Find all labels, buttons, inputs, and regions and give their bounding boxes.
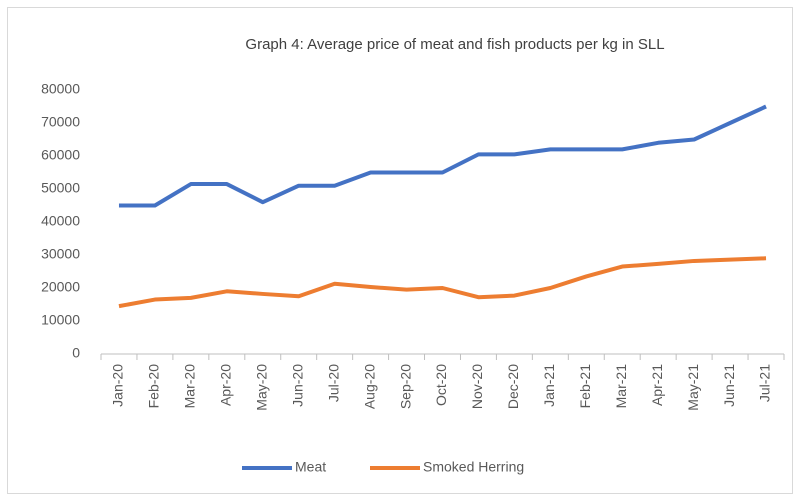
- legend-label: Smoked Herring: [423, 459, 524, 475]
- x-tick-label: May-21: [685, 364, 701, 411]
- x-tick-label: Mar-21: [613, 364, 629, 409]
- x-tick-label: Jan-20: [110, 364, 126, 407]
- y-tick-label: 80000: [41, 81, 80, 97]
- y-tick-label: 30000: [41, 246, 80, 262]
- chart-title: Graph 4: Average price of meat and fish …: [245, 36, 664, 53]
- x-tick-label: Apr-21: [649, 364, 665, 406]
- x-tick-label: Jun-20: [289, 364, 305, 407]
- y-tick-label: 40000: [41, 213, 80, 229]
- series-line: [118, 104, 767, 208]
- y-tick-label: 60000: [41, 147, 80, 163]
- x-tick-label: Jul-21: [757, 364, 773, 402]
- chart-border: [7, 7, 793, 494]
- y-tick-label: 0: [72, 345, 80, 361]
- x-tick-label: Jan-21: [541, 364, 557, 407]
- x-tick-label: May-20: [253, 364, 269, 411]
- y-tick-label: 10000: [41, 312, 80, 328]
- x-tick-label: Jul-20: [325, 364, 341, 402]
- x-tick-label: Dec-20: [505, 364, 521, 409]
- x-tick-label: Feb-21: [577, 364, 593, 409]
- x-tick-label: Mar-20: [182, 364, 198, 409]
- x-tick-label: Sep-20: [397, 364, 413, 409]
- x-tick-label: Jun-21: [721, 364, 737, 407]
- x-tick-label: Aug-20: [361, 364, 377, 409]
- x-tick-label: Oct-20: [433, 364, 449, 406]
- y-tick-label: 70000: [41, 114, 80, 130]
- legend-label: Meat: [295, 459, 326, 475]
- y-tick-label: 50000: [41, 180, 80, 196]
- y-tick-label: 20000: [41, 279, 80, 295]
- series-line: [118, 256, 767, 309]
- x-tick-label: Apr-20: [218, 364, 234, 406]
- x-tick-label: Nov-20: [469, 364, 485, 409]
- x-tick-label: Feb-20: [146, 364, 162, 409]
